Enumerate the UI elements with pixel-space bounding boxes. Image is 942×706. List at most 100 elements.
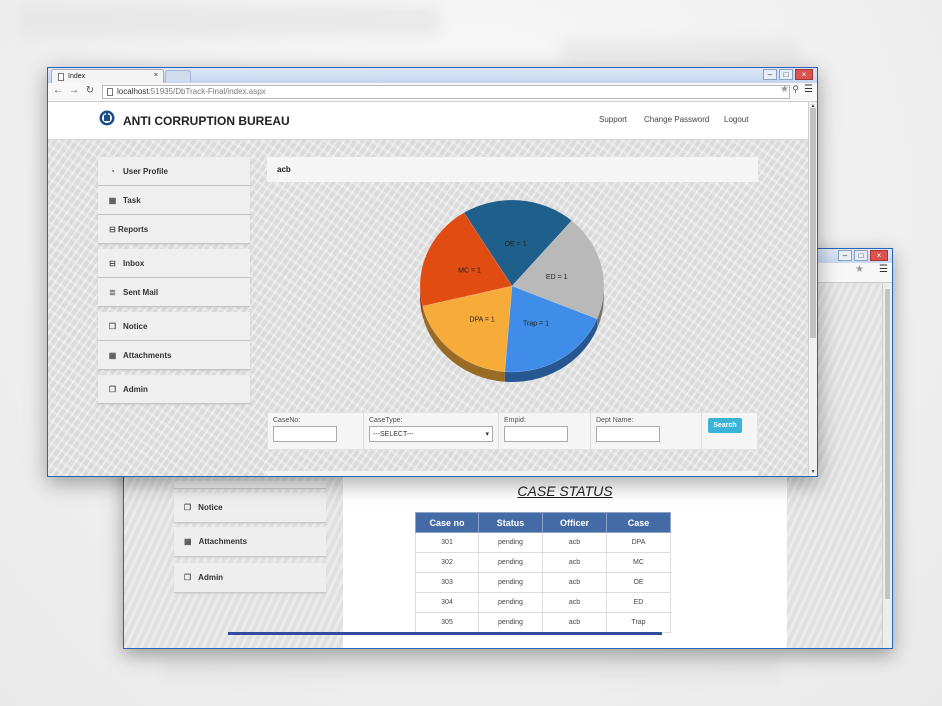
table-cell: OE xyxy=(606,572,671,593)
sidebar-item-notice[interactable]: ❐ Notice xyxy=(98,312,250,341)
sidebar-item-user-profile[interactable]: ◔ User Profile xyxy=(98,157,250,186)
tab-index[interactable]: Index × xyxy=(51,69,164,83)
pie-slice-label: DPA = 1 xyxy=(469,317,494,324)
sidebar-item-attachments[interactable]: ▦ Attachments xyxy=(174,527,326,557)
dept-input[interactable] xyxy=(596,426,660,442)
sidebar-item-sent-mail[interactable]: ≣ Sent Mail xyxy=(98,278,250,307)
table-row[interactable]: 302 pending acb MC xyxy=(415,552,671,573)
back-arrow-icon[interactable]: ← xyxy=(53,85,63,96)
url-host: localhost xyxy=(117,87,149,96)
sidebar-item-notice[interactable]: ❐ Notice xyxy=(174,493,326,523)
column-header[interactable]: Case xyxy=(606,512,671,533)
vertical-scrollbar[interactable]: ▲ ▼ xyxy=(808,102,817,476)
sidebar-item-label: Reports xyxy=(118,224,149,234)
sidebar-item-label: Attachments xyxy=(198,537,248,546)
star-icon[interactable]: ★ xyxy=(855,264,864,275)
tab-bar: Index × – □ × xyxy=(48,68,817,83)
sidebar-item-admin[interactable]: ❐ Admin xyxy=(174,563,326,593)
scrollbar-thumb[interactable] xyxy=(810,108,816,338)
pie-slice-side xyxy=(596,286,604,329)
star-icon[interactable]: ★ xyxy=(780,84,789,95)
table-cell: acb xyxy=(542,572,607,593)
scroll-up-icon[interactable]: ▲ xyxy=(810,103,816,109)
pie-slice[interactable] xyxy=(422,285,513,373)
content-header: acb xyxy=(267,157,758,182)
sidebar-item-task[interactable]: ▦ Task xyxy=(98,186,250,215)
table-cell: Trap xyxy=(606,612,671,633)
table-cell: 303 xyxy=(415,572,479,593)
copy-icon: ❐ xyxy=(108,384,117,394)
column-header[interactable]: Status xyxy=(478,512,543,533)
nav-link-support[interactable]: Support xyxy=(599,115,628,124)
column-header[interactable]: Officer xyxy=(542,512,607,533)
sidebar-item-label: Sent Mail xyxy=(123,287,159,297)
sidebar-item-admin[interactable]: ❐ Admin xyxy=(98,375,250,404)
sidebar-item-label: Admin xyxy=(198,573,224,582)
table-row[interactable]: 305 pending acb Trap xyxy=(415,612,671,633)
menu-icon[interactable]: ☰ xyxy=(804,84,813,95)
results-strip xyxy=(267,471,758,476)
sidebar-item-attachments[interactable]: ▦ Attachments xyxy=(98,341,250,370)
grid-icon: ▦ xyxy=(108,350,117,360)
maximize-button[interactable]: □ xyxy=(779,69,793,80)
case-status-table: Case no Status Officer Case 301 pending acb DP… xyxy=(415,512,671,633)
scroll-down-icon[interactable]: ▼ xyxy=(810,469,816,475)
pie-slice[interactable] xyxy=(504,285,598,373)
sidebar-item-label: Attachments xyxy=(123,350,172,360)
back-sidebar: ❐ Notice ▦ Attachments ❐ Admin xyxy=(174,481,326,597)
empid-input[interactable] xyxy=(504,426,568,442)
caseno-label: CaseNo: xyxy=(273,417,301,424)
search-button[interactable]: Search xyxy=(708,418,742,433)
casetype-selected: ---SELECT--- xyxy=(373,430,414,438)
pie-slice[interactable] xyxy=(463,199,573,287)
table-row[interactable]: 301 pending acb DPA xyxy=(415,532,671,553)
minimize-button[interactable]: – xyxy=(763,69,777,80)
extension-icon[interactable]: ⚲ xyxy=(792,84,799,94)
close-button[interactable]: × xyxy=(795,69,813,80)
caseno-input[interactable] xyxy=(273,426,337,442)
sidebar-item-partial[interactable] xyxy=(174,481,326,489)
forward-arrow-icon[interactable]: → xyxy=(69,85,79,96)
minimize-button[interactable]: – xyxy=(838,250,852,261)
nav-link-change-password[interactable]: Change Password xyxy=(644,115,710,124)
back-vertical-scrollbar[interactable] xyxy=(882,283,892,648)
bureau-logo-icon xyxy=(99,110,115,126)
footer-line xyxy=(228,632,662,635)
dept-filter: Dept Name: xyxy=(591,413,702,449)
grid-icon: ▦ xyxy=(108,195,117,205)
reload-icon[interactable]: ↻ xyxy=(85,85,95,96)
table-cell: pending xyxy=(478,572,543,593)
new-tab-button[interactable] xyxy=(165,70,191,82)
close-button[interactable]: × xyxy=(870,250,888,261)
page-icon xyxy=(107,88,113,96)
sidebar-item-inbox[interactable]: ⊟ Inbox xyxy=(98,249,250,278)
tab-close-icon[interactable]: × xyxy=(153,72,158,79)
top-navbar: ANTI CORRUPTION BUREAU Support Change Pa… xyxy=(48,102,808,140)
dashboard-icon: ◔ xyxy=(110,166,115,176)
table-row[interactable]: 304 pending acb ED xyxy=(415,592,671,613)
browser-toolbar: ← → ↻ localhost:51935/DbTrack-Final/inde… xyxy=(48,83,817,102)
copy-icon: ❐ xyxy=(184,573,192,582)
sidebar-item-reports[interactable]: ⊟ Reports xyxy=(98,215,250,244)
grid-icon: ▦ xyxy=(184,537,192,546)
table-row[interactable]: 303 pending acb OE xyxy=(415,572,671,593)
inbox-icon: ⊟ xyxy=(109,258,116,268)
list-icon: ≣ xyxy=(109,287,116,297)
pie-slice[interactable] xyxy=(511,220,605,320)
column-header[interactable]: Case no xyxy=(415,512,479,533)
casetype-select[interactable]: ---SELECT--- ▾ xyxy=(369,426,493,442)
maximize-button[interactable]: □ xyxy=(854,250,868,261)
nav-link-logout[interactable]: Logout xyxy=(724,115,749,124)
pie-slice-label: Trap = 1 xyxy=(523,321,549,328)
pie-slice[interactable] xyxy=(419,212,513,307)
dept-label: Dept Name: xyxy=(596,417,634,424)
pie-slice-side xyxy=(504,318,597,382)
address-bar[interactable]: localhost:51935/DbTrack-Final/index.aspx xyxy=(102,85,790,99)
menu-icon[interactable]: ☰ xyxy=(879,264,888,275)
pie-chart-svg: OE = 1 ED = 1 Trap = 1 DPA = 1 MC = 1 xyxy=(419,199,605,382)
empid-label: Empid: xyxy=(504,417,526,424)
table-cell: 301 xyxy=(415,532,479,553)
tab-title: Index xyxy=(68,73,86,80)
document-icon xyxy=(58,72,64,81)
sidebar: ◔ User Profile ▦ Task ⊟ Reports ⊟ Inbox … xyxy=(98,157,250,404)
